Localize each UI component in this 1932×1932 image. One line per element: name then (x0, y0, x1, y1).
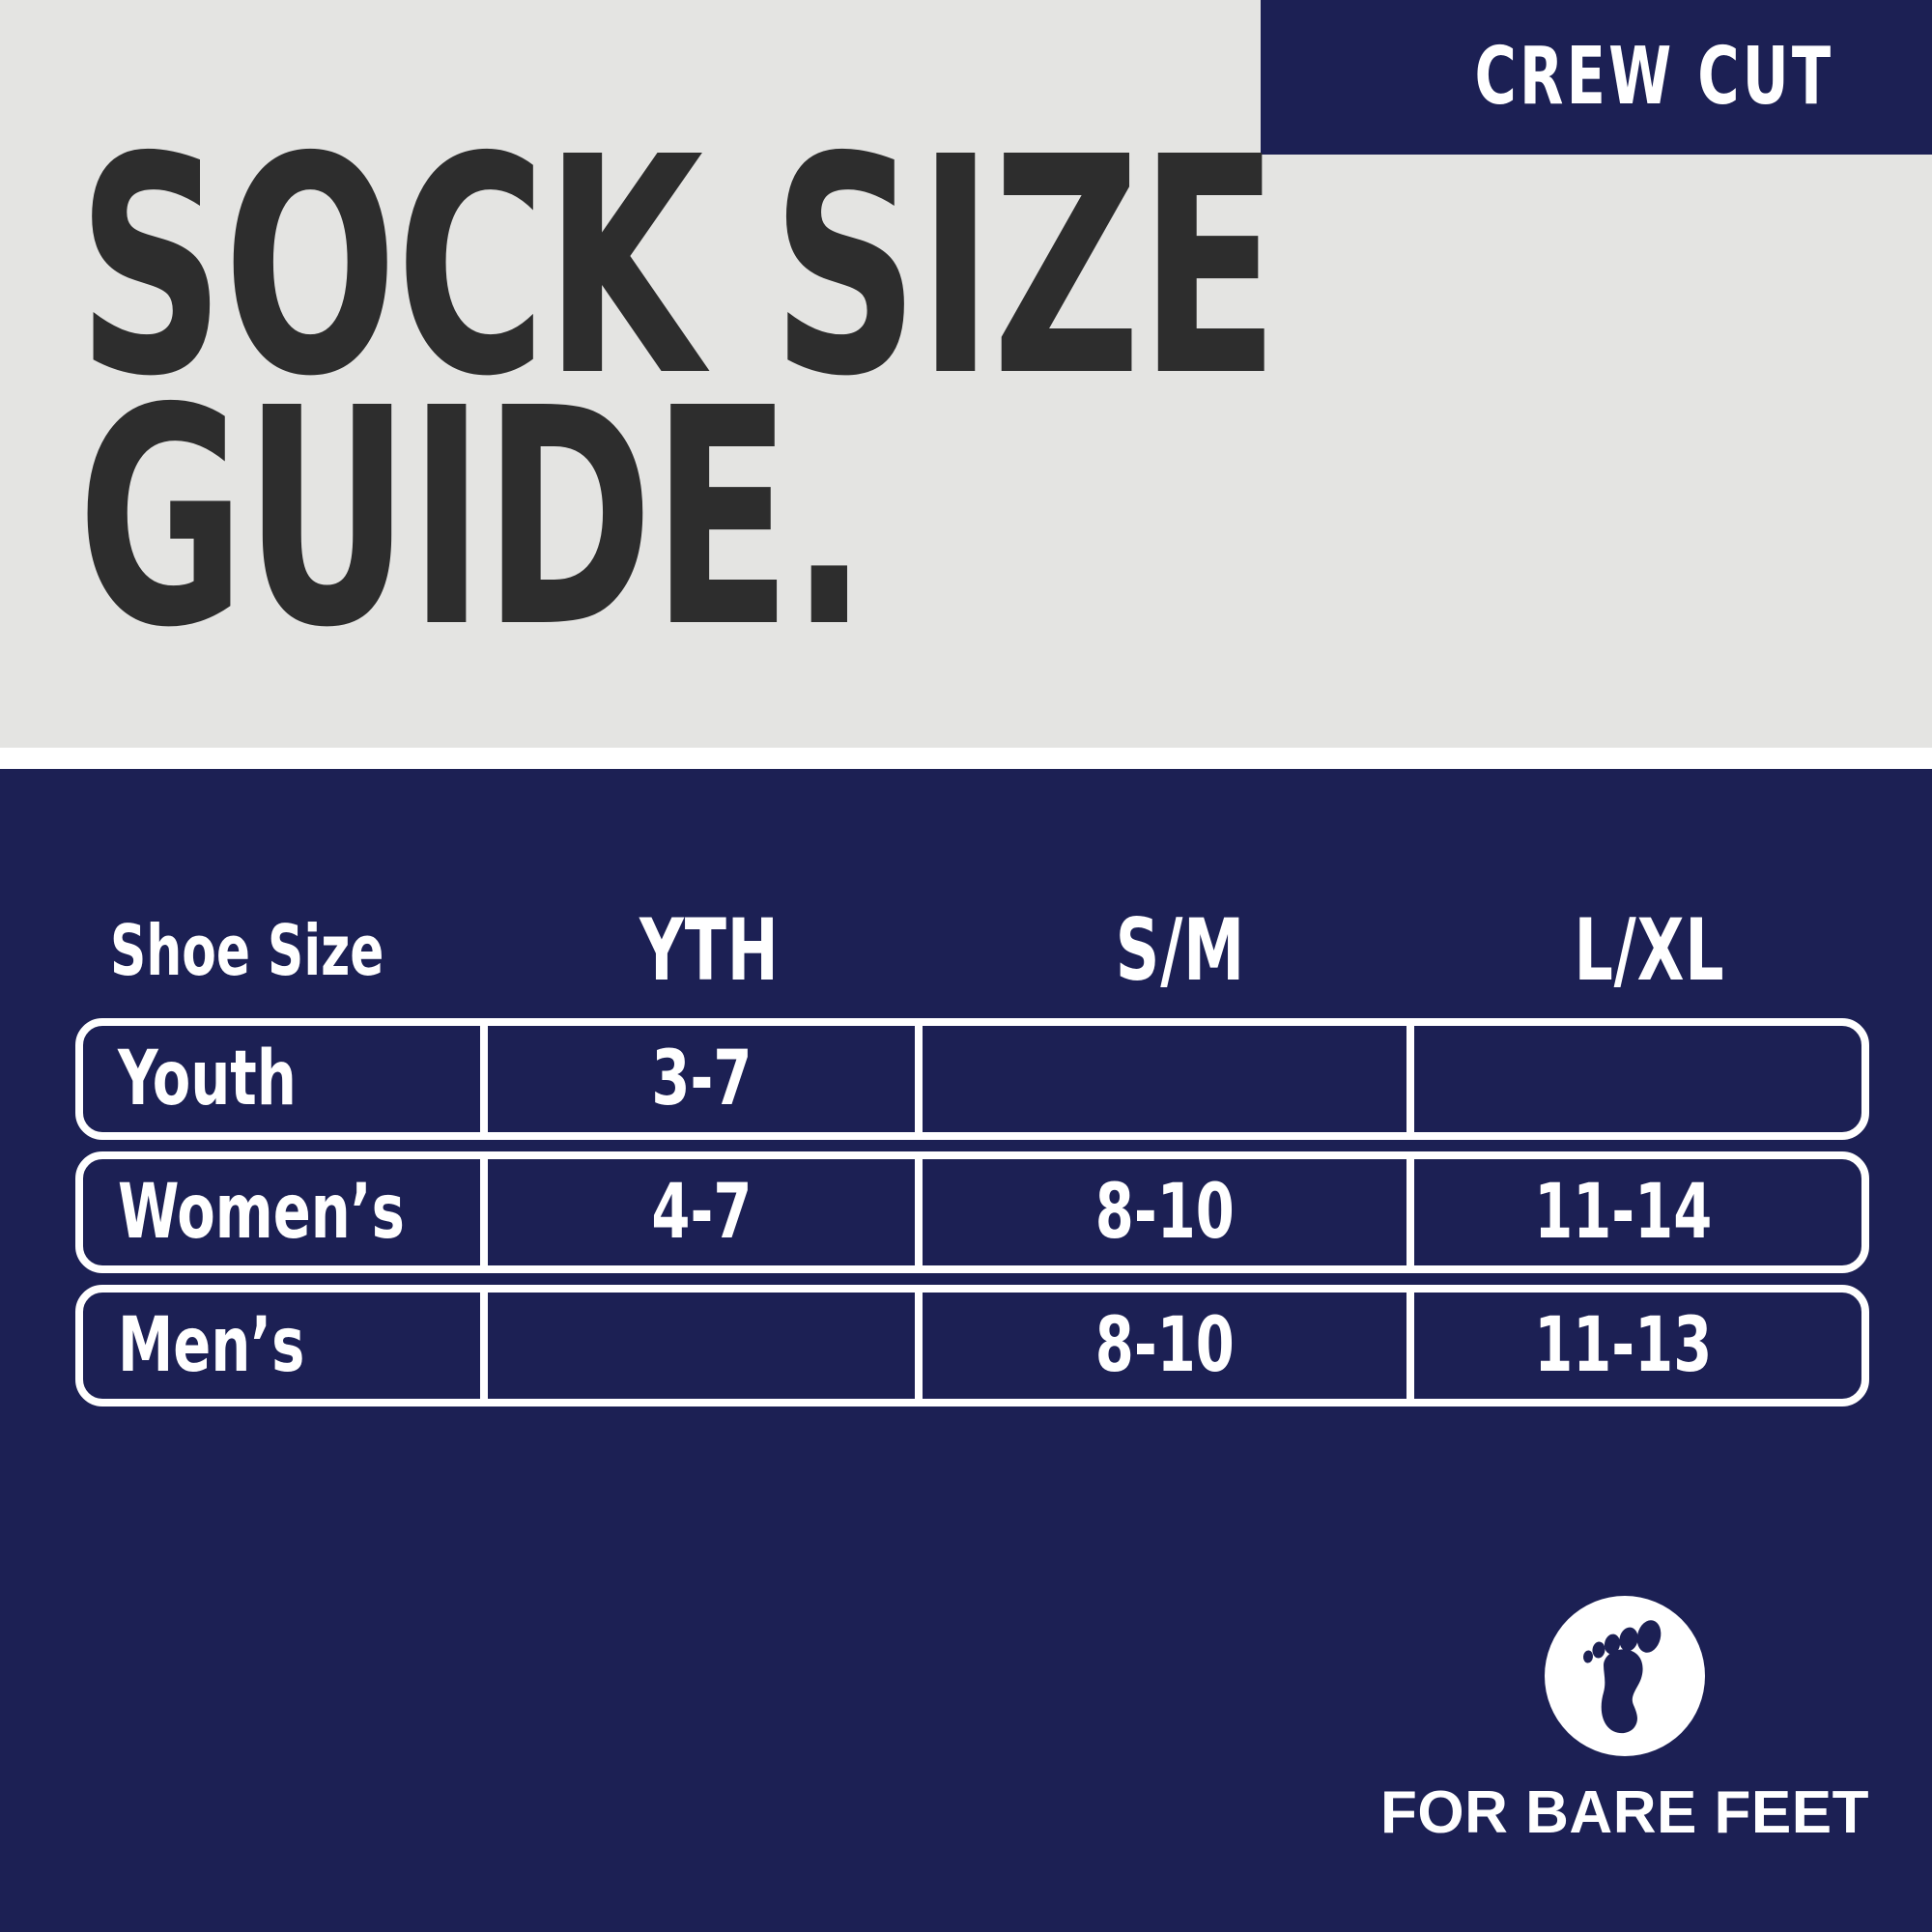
cell-row-label-text: Youth (118, 1036, 297, 1122)
cell-sm: 8-10 (915, 1293, 1406, 1399)
column-header-shoe-size: Shoe Size (110, 904, 526, 996)
column-header-sm-label: S/M (1115, 899, 1245, 1000)
table-row: Youth 3-7 (75, 1018, 1869, 1140)
panel-divider (0, 748, 1932, 769)
cell-sm-text: 8-10 (1094, 1169, 1235, 1256)
size-table-header: Shoe Size YTH S/M L/XL (75, 904, 1869, 996)
cell-row-label: Youth (83, 1026, 480, 1132)
brand-logo: FOR BARE FEET (1380, 1596, 1869, 1843)
column-header-sm: S/M (930, 904, 1430, 996)
crew-cut-badge: CREW CUT (1261, 0, 1932, 155)
cell-row-label: Women’s (83, 1159, 480, 1265)
cell-yth: 3-7 (480, 1026, 915, 1132)
cell-row-label-text: Men’s (118, 1302, 305, 1389)
cell-lxl: 11-14 (1406, 1159, 1833, 1265)
cell-lxl (1406, 1026, 1833, 1132)
cell-lxl-text: 11-13 (1534, 1302, 1713, 1389)
page-title: SOCK SIZE GUIDE. (77, 94, 1279, 695)
footprint-icon (1545, 1596, 1706, 1756)
cell-yth: 4-7 (480, 1159, 915, 1265)
crew-cut-badge-label: CREW CUT (1474, 31, 1834, 123)
cell-yth-text: 4-7 (651, 1169, 752, 1256)
cell-sm-text: 8-10 (1094, 1302, 1235, 1389)
column-header-lxl-label: L/XL (1574, 899, 1725, 1000)
column-header-yth: YTH (488, 904, 930, 996)
size-table-panel: Shoe Size YTH S/M L/XL Youth 3-7 (0, 769, 1932, 1932)
column-header-yth-label: YTH (639, 899, 780, 1000)
brand-wordmark: FOR BARE FEET (1380, 1779, 1869, 1846)
cell-row-label-text: Women’s (118, 1169, 405, 1256)
cell-yth-text: 3-7 (651, 1036, 752, 1122)
cell-lxl-text: 11-14 (1534, 1169, 1713, 1256)
size-table-body: Youth 3-7 Women’s 4-7 (75, 1018, 1869, 1406)
cell-sm: 8-10 (915, 1159, 1406, 1265)
page-title-line-1: SOCK SIZE (77, 94, 1279, 442)
table-row: Women’s 4-7 8-10 11-14 (75, 1151, 1869, 1273)
header-panel: CREW CUT SOCK SIZE GUIDE. (0, 0, 1932, 748)
page-title-line-2: GUIDE. (77, 345, 868, 695)
cell-sm (915, 1026, 1406, 1132)
column-header-shoe-size-label: Shoe Size (110, 909, 384, 991)
cell-lxl: 11-13 (1406, 1293, 1833, 1399)
table-row: Men’s 8-10 11-13 (75, 1285, 1869, 1406)
cell-row-label: Men’s (83, 1293, 480, 1399)
cell-yth (480, 1293, 915, 1399)
column-header-lxl: L/XL (1430, 904, 1869, 996)
